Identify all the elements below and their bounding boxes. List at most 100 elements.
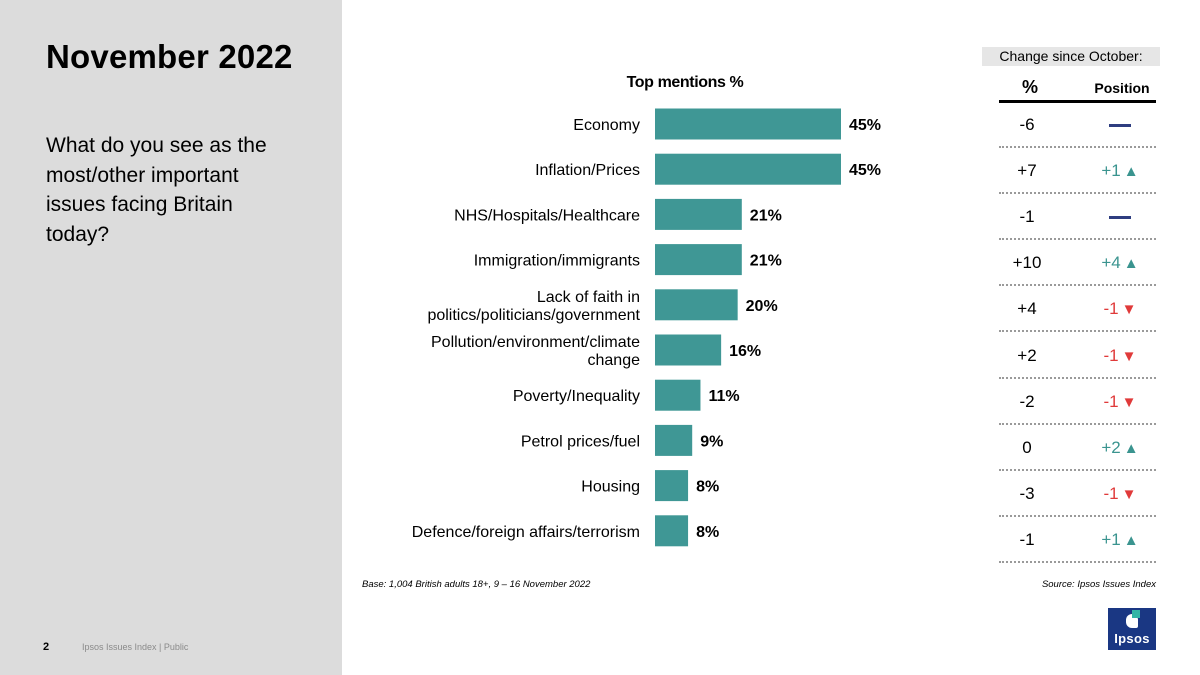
change-row: 0 +2 ▲	[999, 427, 1156, 471]
survey-question: What do you see as the most/other import…	[46, 134, 267, 246]
bar-5	[655, 289, 738, 321]
position-change: -1 ▼	[1087, 299, 1153, 319]
bar-6	[655, 334, 722, 366]
arrow-up-icon: ▲	[1123, 255, 1139, 273]
source-note: Source: Ipsos Issues Index	[1041, 579, 1156, 590]
row-divider	[999, 560, 1156, 563]
bar-2	[655, 153, 841, 185]
logo-accent	[1132, 610, 1140, 618]
position-value: +1	[1101, 529, 1121, 549]
position-value: -1	[1103, 299, 1119, 319]
footer-label: Ipsos Issues Index | Public	[82, 642, 189, 652]
change-row: -1 +1 ▲	[999, 519, 1156, 563]
chart-title: Top mentions %	[626, 74, 744, 91]
base-note: Base: 1,004 British adults 18+, 9 – 16 N…	[362, 579, 591, 590]
position-value: +2	[1101, 437, 1121, 457]
category-label: Pollution/environment/climate	[431, 334, 640, 351]
position-value: +1	[1101, 161, 1121, 181]
change-pct-value: -1	[1019, 529, 1035, 549]
bar-3	[655, 198, 742, 230]
bar-9	[655, 470, 689, 502]
bar-7	[655, 379, 701, 411]
position-value: -1	[1103, 483, 1119, 503]
category-label: Defence/foreign affairs/terrorism	[412, 524, 640, 541]
change-position-header: Position	[1094, 80, 1150, 96]
category-label: Immigration/immigrants	[474, 253, 640, 270]
change-row: +10 +4 ▲	[999, 242, 1156, 287]
value-label: 9%	[700, 433, 723, 450]
bar-4	[655, 244, 742, 276]
change-pct-value: +2	[1017, 345, 1037, 365]
position-value: +4	[1101, 253, 1121, 273]
change-pct-value: -1	[1019, 207, 1035, 227]
change-pct-value: +10	[1012, 253, 1042, 273]
category-label: Inflation/Prices	[535, 162, 640, 179]
value-label: 21%	[750, 207, 782, 224]
row-divider	[999, 468, 1156, 471]
value-label: 8%	[696, 524, 719, 541]
no-change-icon	[1087, 207, 1153, 227]
arrow-up-icon: ▲	[1123, 439, 1139, 457]
position-value: -1	[1103, 345, 1119, 365]
position-change: +4 ▲	[1087, 253, 1153, 273]
value-label: 21%	[750, 253, 782, 270]
arrow-down-icon: ▼	[1121, 393, 1137, 411]
change-row: -6	[999, 104, 1156, 148]
arrow-up-icon: ▲	[1123, 531, 1139, 549]
change-pct-value: -3	[1019, 483, 1035, 503]
position-value: -1	[1103, 391, 1119, 411]
category-label: Lack of faith in	[537, 289, 640, 306]
change-row: +7 +1 ▲	[999, 150, 1156, 195]
change-header: Change since October:	[982, 47, 1160, 66]
category-label: politics/politicians/government	[427, 307, 640, 324]
category-label: Housing	[581, 479, 640, 496]
no-change-icon	[1087, 115, 1153, 135]
arrow-down-icon: ▼	[1121, 347, 1137, 365]
change-row: -3 -1 ▼	[999, 473, 1156, 517]
page-number: 2	[43, 641, 50, 653]
row-divider	[999, 422, 1156, 425]
sidebar-panel	[0, 0, 342, 675]
arrow-down-icon: ▼	[1121, 301, 1137, 319]
category-label: Economy	[573, 117, 640, 134]
change-pct-value: +7	[1017, 161, 1037, 181]
bar-1	[655, 108, 841, 140]
category-label: change	[588, 352, 641, 369]
bar-10	[655, 515, 689, 547]
position-change: +1 ▲	[1087, 161, 1153, 181]
change-pct-value: -6	[1019, 115, 1035, 134]
bar-8	[655, 424, 693, 456]
position-change: +2 ▲	[1087, 438, 1153, 458]
position-change: -1 ▼	[1087, 484, 1153, 504]
value-label: 45%	[849, 117, 881, 134]
position-change: -1 ▼	[1087, 392, 1153, 412]
change-row: +4 -1 ▼	[999, 288, 1156, 333]
value-label: 20%	[746, 298, 778, 315]
category-label: Poverty/Inequality	[513, 388, 640, 405]
value-label: 11%	[708, 388, 739, 405]
value-label: 16%	[729, 343, 761, 360]
change-pct-value: -2	[1019, 391, 1035, 411]
ipsos-logo: Ipsos	[1108, 608, 1156, 650]
arrow-up-icon: ▲	[1123, 163, 1139, 181]
arrow-down-icon: ▼	[1121, 485, 1137, 503]
row-divider	[999, 376, 1156, 379]
row-divider	[999, 284, 1156, 287]
change-pct-value: 0	[1022, 437, 1032, 457]
position-change: -1 ▼	[1087, 346, 1153, 366]
dash-icon	[1109, 216, 1131, 220]
header-rule	[999, 100, 1156, 103]
page-title: November 2022	[46, 38, 293, 75]
row-divider	[999, 192, 1156, 195]
category-label: NHS/Hospitals/Healthcare	[454, 207, 640, 224]
row-divider	[999, 238, 1156, 241]
logo-text: Ipsos	[1114, 631, 1150, 646]
row-divider	[999, 330, 1156, 333]
value-label: 45%	[849, 162, 881, 179]
change-pct-header: %	[1021, 77, 1038, 97]
change-row: -2 -1 ▼	[999, 381, 1156, 425]
change-row: -1	[999, 196, 1156, 241]
position-change: +1 ▲	[1087, 530, 1153, 550]
row-divider	[999, 146, 1156, 148]
